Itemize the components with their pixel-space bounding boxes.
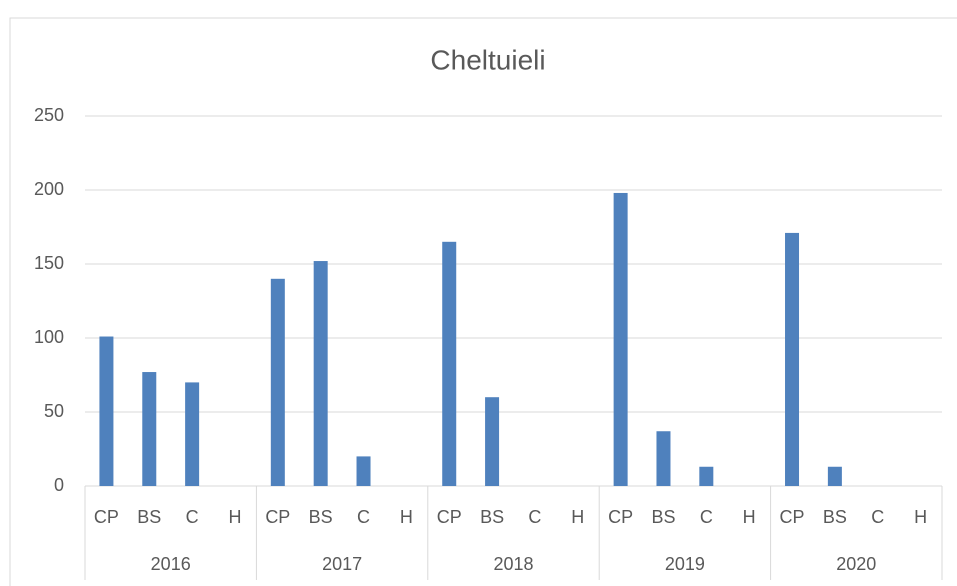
x-tick-label: BS	[823, 507, 847, 527]
x-tick-label: H	[743, 507, 756, 527]
bar	[827, 466, 842, 486]
bar	[185, 382, 200, 486]
y-tick-label: 150	[34, 253, 64, 273]
group-label: 2020	[836, 554, 876, 574]
bar	[485, 397, 500, 486]
x-tick-label: H	[571, 507, 584, 527]
x-tick-label: CP	[94, 507, 119, 527]
x-tick-label: BS	[651, 507, 675, 527]
bar	[785, 232, 800, 486]
x-tick-label: BS	[480, 507, 504, 527]
y-tick-label: 50	[44, 401, 64, 421]
x-tick-label: C	[871, 507, 884, 527]
bar	[699, 466, 714, 486]
bar	[613, 192, 628, 486]
bar	[313, 261, 328, 486]
bar	[656, 431, 671, 486]
x-tick-label: C	[528, 507, 541, 527]
x-tick-label: C	[700, 507, 713, 527]
x-tick-label: H	[400, 507, 413, 527]
bar	[442, 241, 457, 486]
chart-title: Cheltuieli	[430, 44, 545, 75]
x-tick-label: CP	[608, 507, 633, 527]
x-tick-label: C	[357, 507, 370, 527]
x-tick-label: CP	[780, 507, 805, 527]
x-tick-label: CP	[437, 507, 462, 527]
group-label: 2019	[665, 554, 705, 574]
bar	[142, 372, 157, 486]
x-tick-label: C	[186, 507, 199, 527]
x-tick-label: H	[914, 507, 927, 527]
x-tick-label: BS	[309, 507, 333, 527]
x-tick-label: H	[228, 507, 241, 527]
y-tick-label: 250	[34, 105, 64, 125]
bar	[270, 278, 285, 486]
x-tick-label: BS	[137, 507, 161, 527]
bar	[356, 456, 371, 486]
group-label: 2017	[322, 554, 362, 574]
y-tick-label: 0	[54, 475, 64, 495]
group-label: 2018	[493, 554, 533, 574]
x-tick-label: CP	[265, 507, 290, 527]
group-label: 2016	[151, 554, 191, 574]
y-tick-label: 100	[34, 327, 64, 347]
bar	[99, 336, 114, 486]
chart-frame	[9, 17, 957, 586]
y-tick-label: 200	[34, 179, 64, 199]
